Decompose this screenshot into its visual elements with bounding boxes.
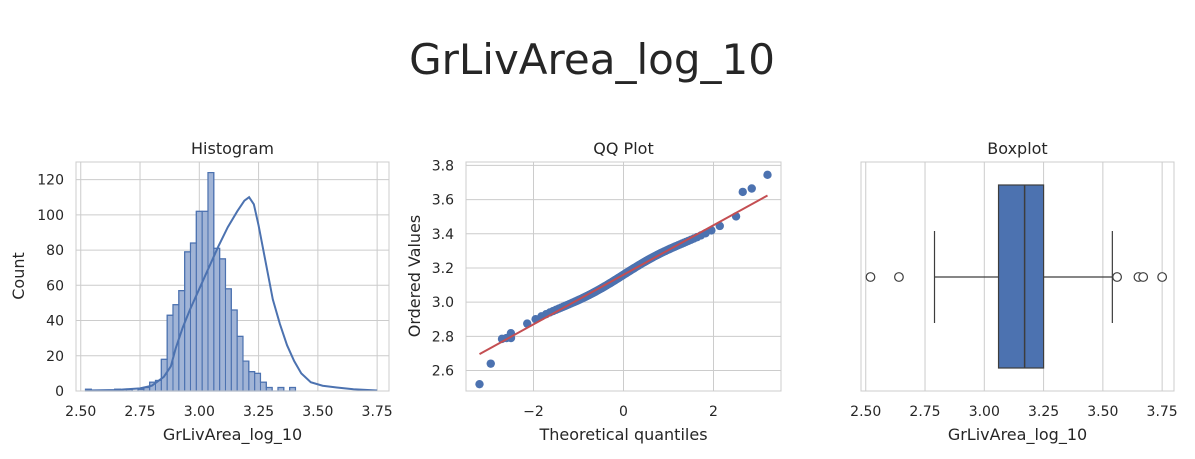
y-tick-label: 3.4 <box>432 227 454 243</box>
qq-point <box>763 170 772 180</box>
x-tick-label: 2.50 <box>65 404 96 420</box>
qq-point <box>475 379 484 389</box>
qq-point <box>486 359 495 368</box>
y-tick-label: 2.6 <box>432 363 454 379</box>
y-tick-label: 3.6 <box>432 193 454 209</box>
x-tick-label: 2.75 <box>124 404 155 420</box>
histogram-title: Histogram <box>191 139 274 158</box>
x-tick-label: 3.25 <box>1028 404 1059 420</box>
x-tick-label: 3.50 <box>302 404 333 420</box>
y-tick-label: 100 <box>37 208 64 224</box>
x-tick-label: 3.50 <box>1087 404 1118 420</box>
qq-point <box>738 187 747 197</box>
qq-title: QQ Plot <box>593 139 653 158</box>
y-tick-label: 2.8 <box>432 329 454 345</box>
x-tick-label: 2.50 <box>850 404 881 420</box>
x-tick-label: 0 <box>619 404 628 420</box>
y-tick-label: 80 <box>46 243 64 259</box>
histogram-frame <box>75 161 390 392</box>
qq-point <box>747 184 756 193</box>
qq-frame <box>465 161 782 392</box>
y-tick-label: 120 <box>37 173 64 189</box>
boxplot-xlabel: GrLivArea_log_10 <box>948 425 1087 445</box>
y-tick-label: 40 <box>46 314 64 330</box>
qq-panel: −2 0 2 2.6 2.8 3.0 3.2 3.4 3.6 3.8 QQ Plot Theore… <box>405 139 782 444</box>
x-tick-label: 3.25 <box>243 404 274 420</box>
histogram-xlabel: GrLivArea_log_10 <box>163 425 302 445</box>
boxplot-panel: 2.50 2.75 3.00 3.25 3.50 3.75 Boxplot GrLivAr… <box>850 139 1178 445</box>
y-tick-label: 20 <box>46 349 64 365</box>
histogram-panel: 2.50 2.75 3.00 3.25 3.50 3.75020406080100120 … <box>9 139 393 445</box>
flier-point <box>1157 272 1168 282</box>
qq-fit-line <box>479 194 768 355</box>
iqr-box <box>997 184 1045 369</box>
x-tick-label: 3.75 <box>1147 404 1178 420</box>
flier-point <box>865 272 876 282</box>
x-tick-label: 3.75 <box>362 404 393 420</box>
flier-point <box>894 272 904 282</box>
flier-point <box>1138 272 1149 282</box>
x-tick-label: 2.75 <box>909 404 940 420</box>
x-tick-label: 3.00 <box>184 404 215 420</box>
x-tick-label: −2 <box>523 404 544 420</box>
y-tick-label: 3.2 <box>432 261 454 277</box>
y-tick-label: 60 <box>46 278 64 294</box>
x-tick-label: 2 <box>709 404 718 420</box>
histogram-ylabel: Count <box>9 252 28 300</box>
x-tick-label: 3.00 <box>969 404 1000 420</box>
boxplot-frame <box>860 161 1175 392</box>
kde-curve <box>85 195 378 392</box>
qq-xlabel: Theoretical quantiles <box>538 425 707 444</box>
boxplot-title: Boxplot <box>987 139 1047 158</box>
qq-ylabel: Ordered Values <box>405 215 424 337</box>
y-tick-label: 3.8 <box>432 158 454 174</box>
y-tick-label: 0 <box>55 384 64 400</box>
figure-title: GrLivArea_log_10 <box>409 35 775 84</box>
y-tick-label: 3.0 <box>432 295 454 311</box>
flier-point <box>1112 272 1122 282</box>
